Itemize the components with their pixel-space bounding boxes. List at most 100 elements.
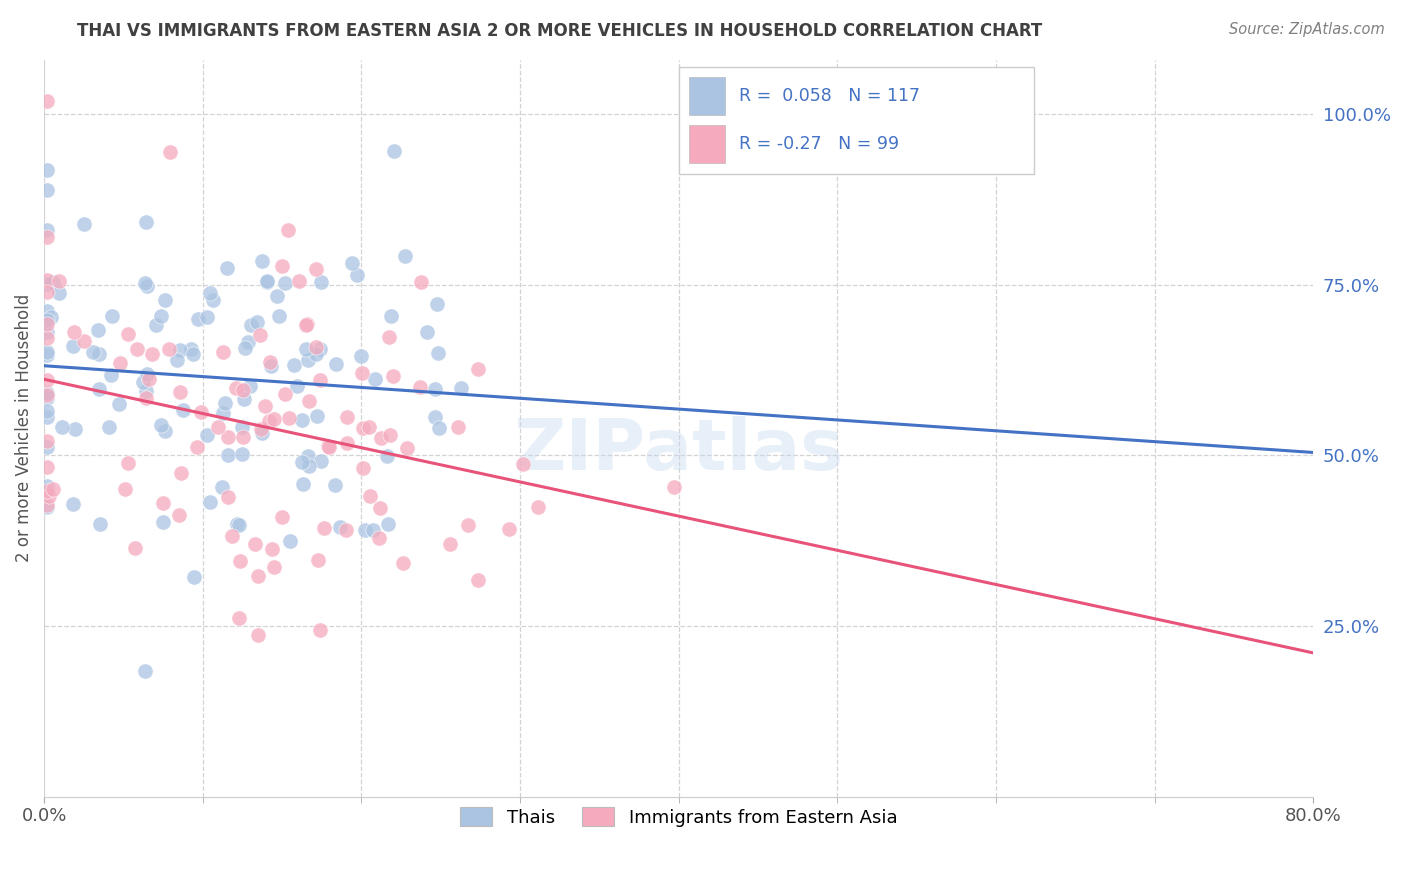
Point <box>37 410 59 425</box>
Point <box>48 274 70 288</box>
Point <box>212 345 235 359</box>
Point <box>335 523 357 537</box>
Point <box>87 323 110 337</box>
Point <box>195 428 218 442</box>
Legend: Thais, Immigrants from Eastern Asia: Thais, Immigrants from Eastern Asia <box>451 798 907 836</box>
Point <box>132 375 155 389</box>
Point <box>217 448 239 462</box>
Point <box>316 439 339 453</box>
Point <box>37 479 59 493</box>
Point <box>136 279 159 293</box>
Point <box>231 420 253 434</box>
Point <box>350 349 373 363</box>
Point <box>312 521 335 535</box>
Point <box>364 372 387 386</box>
Point <box>114 482 136 496</box>
Point <box>37 317 59 331</box>
Point <box>380 428 402 442</box>
Point <box>359 489 381 503</box>
Point <box>211 480 233 494</box>
Point <box>37 373 59 387</box>
Point <box>298 393 321 408</box>
Point <box>42 275 65 289</box>
Point <box>41 482 63 496</box>
Point <box>297 449 319 463</box>
Point <box>155 293 177 307</box>
Point <box>169 384 191 399</box>
Point <box>378 330 401 344</box>
Point <box>37 391 59 405</box>
Point <box>309 342 332 356</box>
Point <box>426 346 449 360</box>
Point <box>212 406 235 420</box>
Point <box>256 276 278 290</box>
Point <box>271 259 294 273</box>
Point <box>307 553 329 567</box>
Point <box>298 459 321 474</box>
Point <box>228 611 250 625</box>
Point <box>263 412 285 426</box>
Point <box>233 341 256 355</box>
Point <box>446 420 468 434</box>
Point <box>217 430 239 444</box>
Point <box>246 627 269 641</box>
Point <box>359 420 381 434</box>
Point <box>392 556 415 570</box>
Point <box>135 384 157 398</box>
Point <box>295 318 318 332</box>
Point <box>186 441 208 455</box>
Point <box>87 382 110 396</box>
Point <box>166 352 188 367</box>
Point <box>226 517 249 532</box>
Point <box>270 510 292 524</box>
Point <box>125 343 148 357</box>
Point <box>214 396 236 410</box>
Point <box>225 381 247 395</box>
Point <box>73 217 96 231</box>
Point <box>153 424 176 438</box>
Point <box>221 529 243 543</box>
Point <box>394 249 416 263</box>
Point <box>37 331 59 345</box>
Point <box>269 309 291 323</box>
Point <box>283 358 305 372</box>
Point <box>37 348 59 362</box>
Point <box>124 541 146 556</box>
Point <box>37 285 59 300</box>
Point <box>277 223 299 237</box>
Point <box>134 276 156 290</box>
Point <box>288 274 311 288</box>
Point <box>37 229 59 244</box>
Point <box>37 184 59 198</box>
Point <box>297 353 319 368</box>
Point <box>396 442 419 456</box>
Point <box>305 347 328 361</box>
Point <box>62 497 84 511</box>
Point <box>260 541 283 556</box>
Point <box>228 517 250 532</box>
Point <box>311 275 333 289</box>
Point <box>157 342 180 356</box>
Point <box>256 274 278 288</box>
Point <box>37 387 59 401</box>
Point <box>308 623 330 637</box>
Point <box>380 310 402 324</box>
Point <box>37 386 59 401</box>
Point <box>354 523 377 537</box>
Text: THAI VS IMMIGRANTS FROM EASTERN ASIA 2 OR MORE VEHICLES IN HOUSEHOLD CORRELATION: THAI VS IMMIGRANTS FROM EASTERN ASIA 2 O… <box>77 22 1043 40</box>
Point <box>37 94 59 108</box>
Point <box>232 383 254 397</box>
Point <box>239 318 262 332</box>
Point <box>425 409 447 424</box>
Point <box>215 260 238 275</box>
Point <box>662 480 685 494</box>
Point <box>48 285 70 300</box>
Point <box>229 554 252 568</box>
Point <box>375 449 398 463</box>
Point <box>217 490 239 504</box>
Point <box>172 403 194 417</box>
Point <box>190 404 212 418</box>
Point <box>325 478 347 492</box>
Point <box>243 536 266 550</box>
Point <box>108 356 131 370</box>
